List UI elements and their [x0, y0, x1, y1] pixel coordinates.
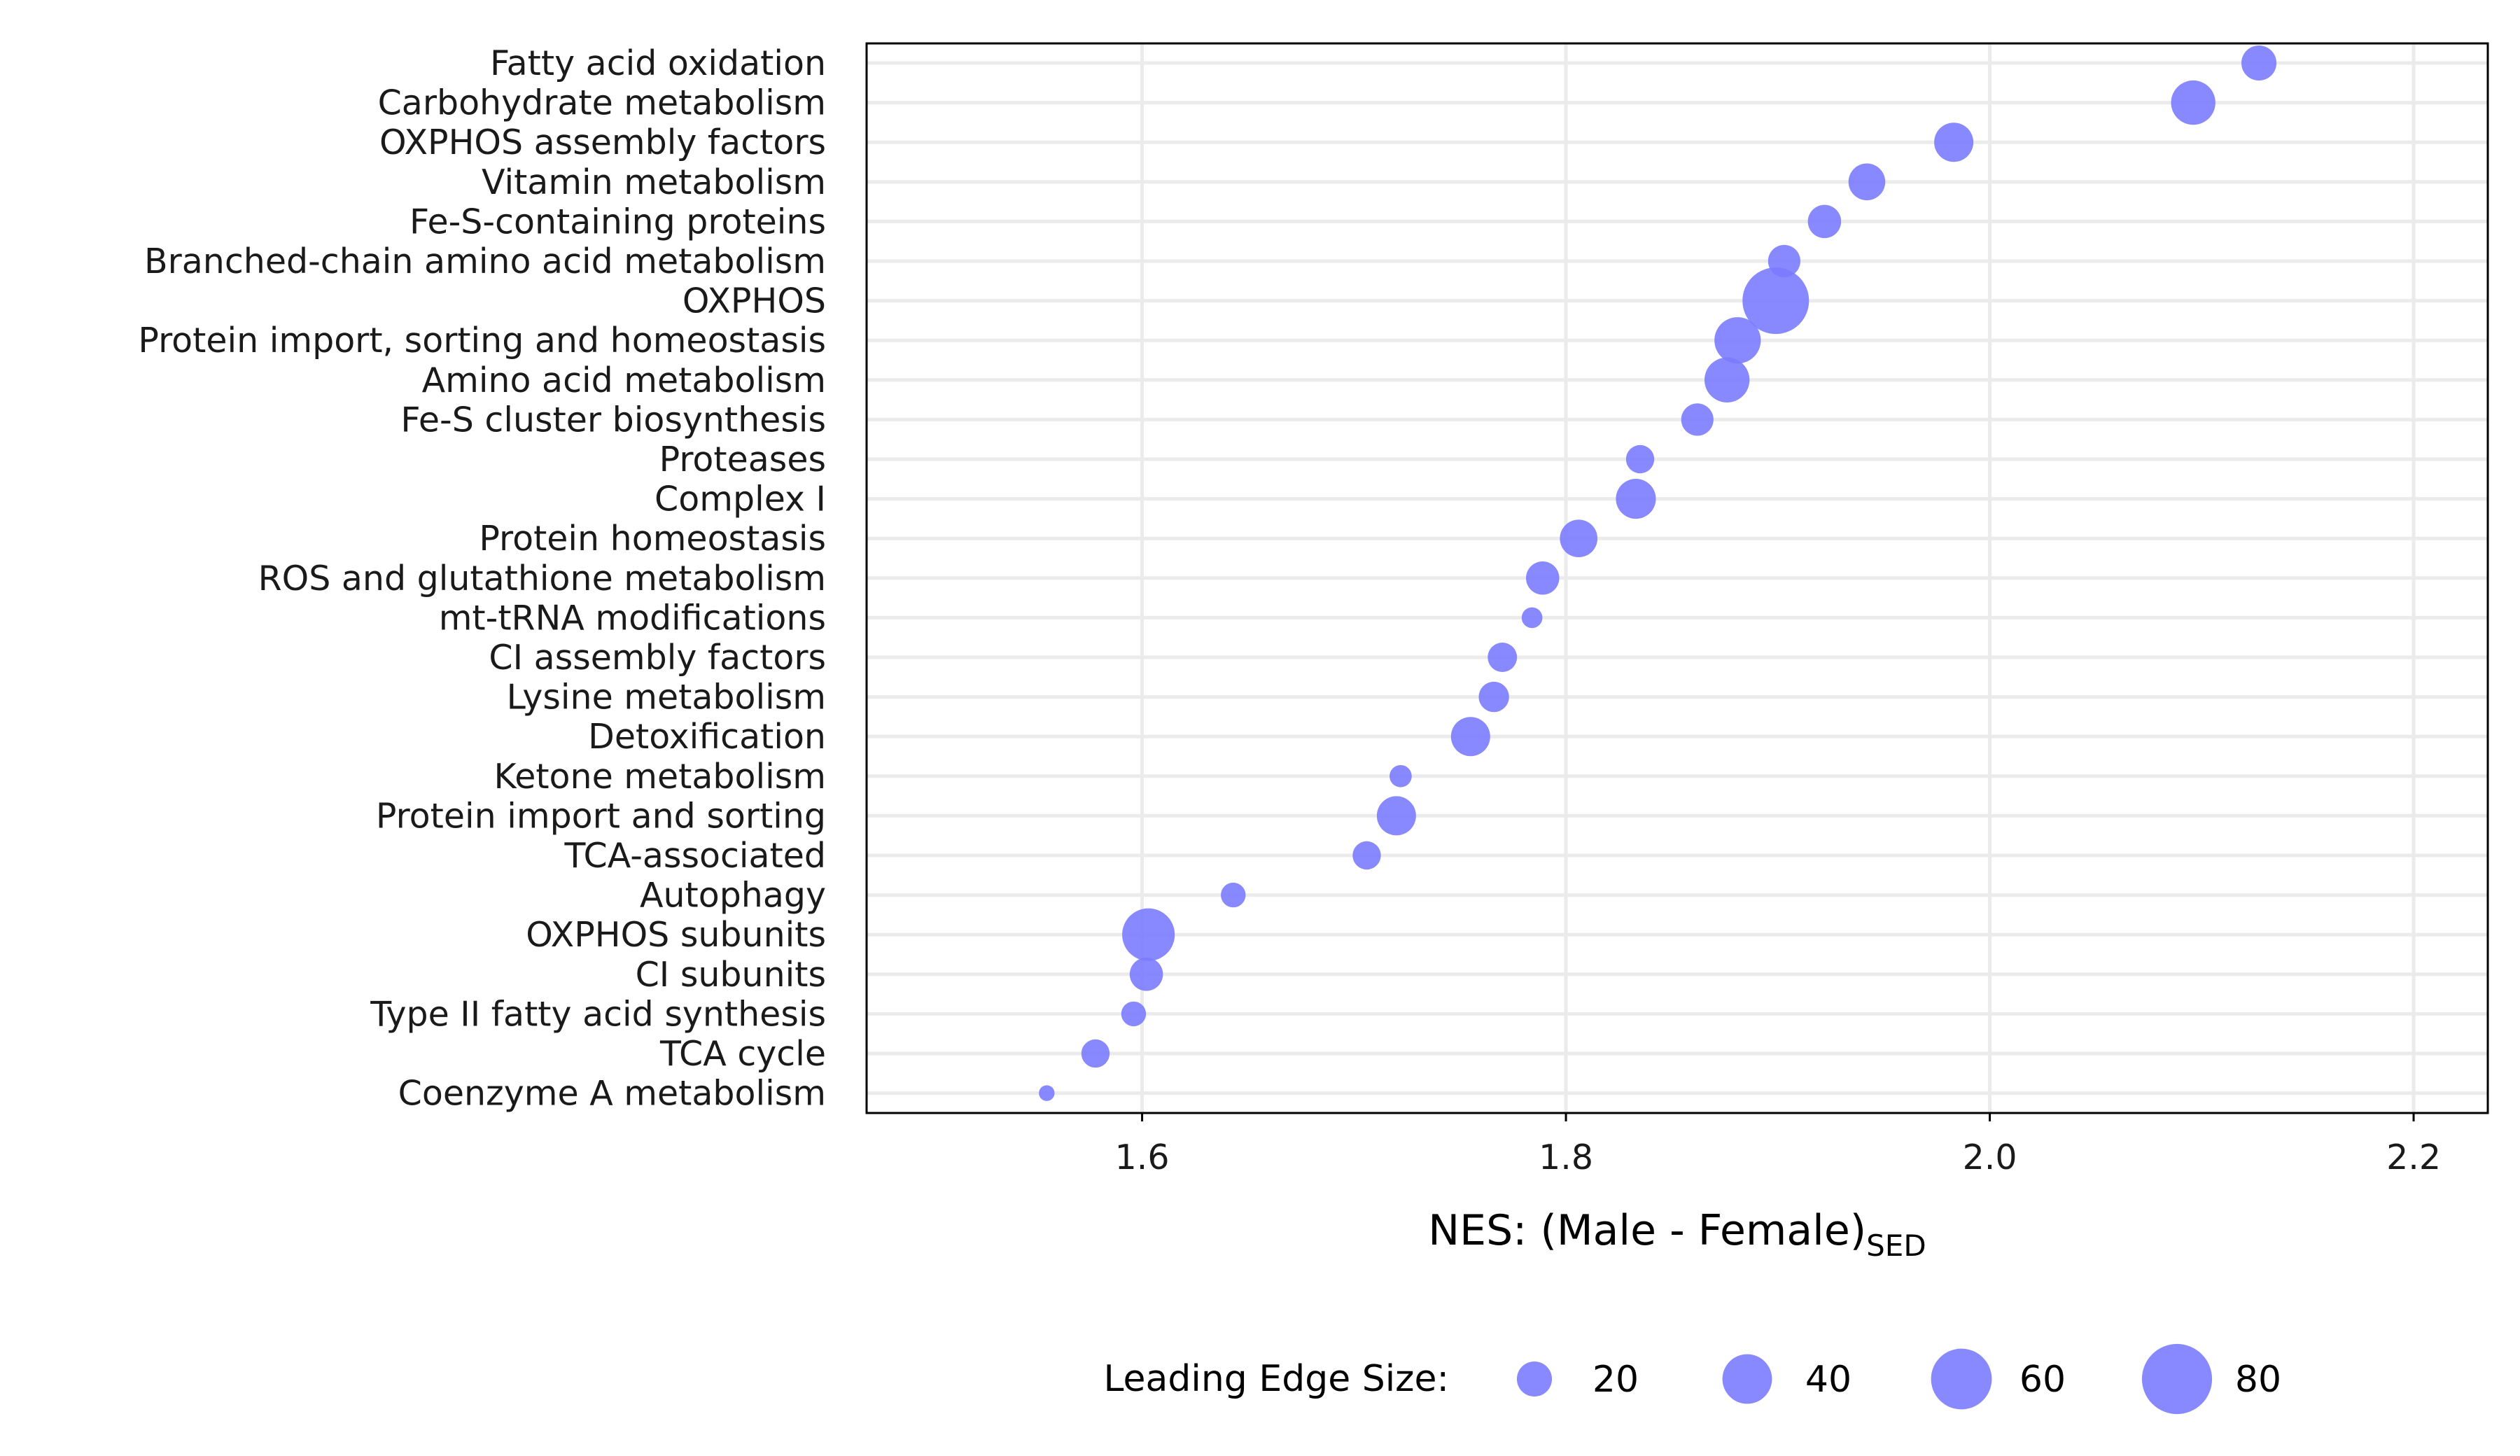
- data-point: [1478, 681, 1509, 713]
- y-tick-label: Ketone metabolism: [494, 757, 827, 797]
- y-tick-label: mt-tRNA modifications: [439, 598, 826, 638]
- y-tick-label: OXPHOS assembly factors: [379, 122, 826, 162]
- y-tick-label: Lysine metabolism: [507, 678, 826, 718]
- legend: Leading Edge Size: 20 40 60 80: [1103, 1343, 2281, 1415]
- data-point: [1376, 796, 1416, 836]
- data-point: [1807, 204, 1842, 239]
- data-point: [1488, 643, 1518, 672]
- data-point: [1121, 1001, 1147, 1027]
- y-tick-label: Branched-chain amino acid metabolism: [144, 241, 826, 281]
- legend-swatch: [2141, 1343, 2213, 1415]
- data-point: [1625, 444, 1655, 474]
- y-tick-label: Protein homeostasis: [479, 519, 826, 559]
- data-point: [1714, 317, 1761, 364]
- y-tick-label: TCA cycle: [659, 1034, 826, 1074]
- y-tick-label: OXPHOS subunits: [526, 915, 826, 955]
- y-tick-label: CI subunits: [636, 955, 826, 995]
- x-tick-labels: 1.6 1.8 2.0 2.2: [1115, 1113, 2441, 1177]
- data-point: [1081, 1039, 1110, 1068]
- data-point: [1129, 958, 1163, 991]
- legend-swatch: [1931, 1348, 1992, 1410]
- legend-swatch: [1722, 1354, 1772, 1404]
- data-point: [1352, 841, 1381, 870]
- data-point: [1934, 122, 1974, 162]
- x-axis-title-subscript: SED: [1866, 1228, 1926, 1263]
- y-tick-label: TCA-associated: [564, 836, 826, 876]
- data-point: [1560, 519, 1598, 558]
- y-tick-label: Autophagy: [640, 876, 826, 916]
- data-point: [1450, 717, 1490, 757]
- data-point: [1704, 357, 1750, 402]
- x-axis-title-main: NES: (Male - Female): [1428, 1206, 1866, 1255]
- data-point: [1390, 764, 1412, 788]
- data-point: [1039, 1085, 1055, 1101]
- x-axis-title: NES: (Male - Female)SED: [1428, 1206, 1926, 1263]
- data-point: [2241, 45, 2277, 81]
- data-point: [1616, 479, 1656, 519]
- y-tick-label: Fe-S-containing proteins: [410, 202, 826, 241]
- data-point: [1221, 882, 1246, 908]
- data-point: [1681, 403, 1714, 436]
- y-tick-label: Carbohydrate metabolism: [378, 83, 826, 123]
- data-point: [2171, 80, 2216, 125]
- legend-entry-label: 40: [1805, 1359, 1851, 1401]
- plot-frame: [865, 42, 2489, 1114]
- x-tick-label: 1.8: [1539, 1138, 1593, 1177]
- legend-swatch: [1516, 1361, 1553, 1397]
- y-tick-label: Coenzyme A metabolism: [398, 1074, 826, 1114]
- y-tick-label: Amino acid metabolism: [422, 360, 826, 400]
- y-tick-label: CI assembly factors: [489, 638, 826, 678]
- points-layer: [1039, 45, 2277, 1101]
- legend-entries: 20 40 60 80: [1516, 1343, 2281, 1415]
- legend-entry-label: 60: [2019, 1359, 2066, 1401]
- data-point: [1525, 561, 1560, 595]
- data-point: [1742, 267, 1809, 335]
- data-point: [1521, 607, 1543, 629]
- y-tick-label: Type II fatty acid synthesis: [370, 994, 826, 1034]
- y-tick-label: Proteases: [659, 440, 826, 479]
- y-tick-label: Protein import, sorting and homeostasis: [138, 321, 826, 360]
- x-tick-label: 2.2: [2386, 1138, 2441, 1177]
- x-tick-label: 2.0: [1963, 1138, 2017, 1177]
- data-point: [1848, 163, 1886, 201]
- legend-entry-label: 20: [1592, 1359, 1639, 1401]
- legend-title: Leading Edge Size:: [1103, 1358, 1449, 1400]
- x-tick-label: 1.6: [1115, 1138, 1170, 1177]
- y-tick-label: Complex I: [654, 479, 826, 519]
- y-tick-label: Fe-S cluster biosynthesis: [400, 400, 826, 440]
- grid-layer: [867, 43, 2488, 1113]
- y-tick-label: ROS and glutathione metabolism: [258, 559, 826, 598]
- y-tick-label: Fatty acid oxidation: [490, 43, 826, 83]
- y-tick-label: Detoxification: [588, 717, 826, 757]
- y-tick-label: OXPHOS: [682, 281, 826, 321]
- y-tick-label: Vitamin metabolism: [482, 162, 826, 202]
- legend-entry-label: 80: [2235, 1359, 2281, 1401]
- y-tick-label: Protein import and sorting: [376, 796, 826, 836]
- data-point: [1122, 908, 1175, 961]
